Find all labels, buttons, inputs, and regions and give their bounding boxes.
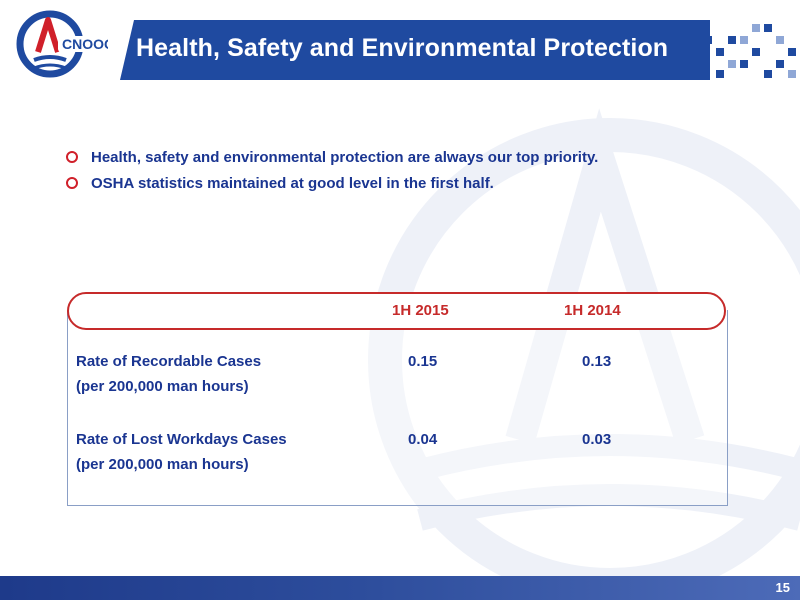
cnooc-logo-icon: CNOOC — [16, 10, 108, 78]
value-lost-workdays-2014: 0.03 — [582, 431, 612, 448]
decorative-pixel-pattern — [704, 24, 796, 78]
bullet-list: Health, safety and environmental protect… — [66, 144, 766, 196]
footer-bar — [0, 576, 800, 600]
bullet-text: OSHA statistics maintained at good level… — [91, 174, 494, 192]
statistics-table — [67, 310, 728, 506]
value-recordable-2015: 0.15 — [408, 353, 438, 370]
page-number: 15 — [775, 580, 790, 595]
row-label-lost-workdays: Rate of Lost Workdays Cases — [76, 431, 287, 448]
row-sublabel: (per 200,000 man hours) — [76, 378, 249, 395]
logo-text: CNOOC — [62, 36, 108, 52]
value-recordable-2014: 0.13 — [582, 353, 612, 370]
column-header-1h-2015: 1H 2015 — [392, 302, 449, 319]
bullet-circle-icon — [66, 151, 78, 163]
row-sublabel: (per 200,000 man hours) — [76, 456, 249, 473]
bullet-circle-icon — [66, 177, 78, 189]
bullet-text: Health, safety and environmental protect… — [91, 148, 599, 166]
column-header-1h-2014: 1H 2014 — [564, 302, 621, 319]
row-label-recordable-cases: Rate of Recordable Cases — [76, 353, 262, 370]
bullet-item: OSHA statistics maintained at good level… — [66, 170, 766, 196]
title-bar — [120, 20, 710, 80]
table-header-bar — [67, 292, 726, 330]
value-lost-workdays-2015: 0.04 — [408, 431, 438, 448]
page-title: Health, Safety and Environmental Protect… — [136, 34, 669, 62]
bullet-item: Health, safety and environmental protect… — [66, 144, 766, 170]
